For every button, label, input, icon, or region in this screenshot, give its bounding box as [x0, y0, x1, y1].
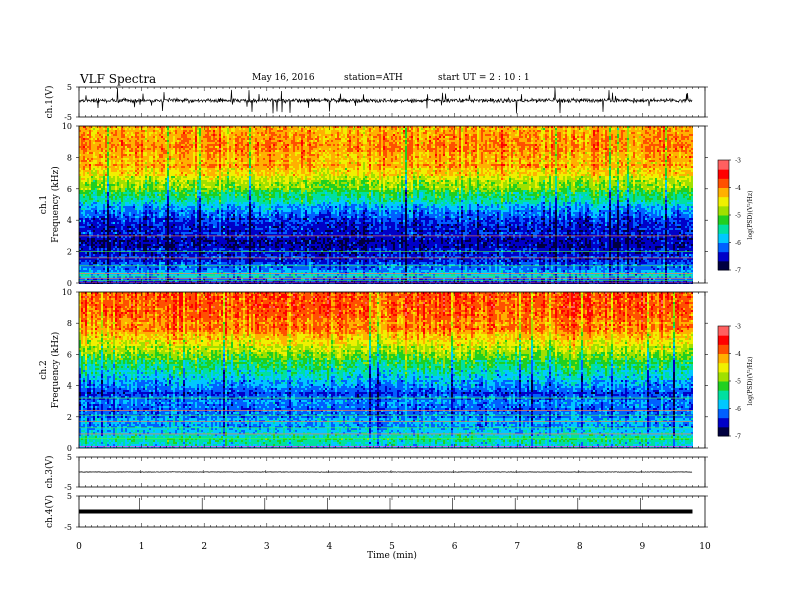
ch2-spectrogram-colorbar-tick-label: -7	[735, 434, 741, 441]
ch3-waveform-trace	[79, 472, 692, 473]
ch3-waveform-ylabel: ch.3(V)	[44, 456, 55, 489]
time-tick-label: 7	[514, 542, 520, 552]
ch3-waveform-ytick-bottom: -5	[64, 483, 72, 492]
ch4-waveform-ytick-bottom: -5	[64, 523, 72, 532]
ch1-spectrogram-colorbar-tick-label: -5	[735, 213, 741, 220]
ch1-spectrogram-colorbar-tick-label: -6	[735, 240, 741, 247]
ch1-spectrogram-image	[79, 126, 693, 284]
ch1-spectrogram-ytick-label: 10	[62, 122, 72, 131]
ch1-spectrogram-colorbar-tick-label: -3	[735, 158, 741, 165]
ch4-waveform-ylabel: ch.4(V)	[44, 495, 55, 528]
ch1-spectrogram-ylabel-channel: ch.1	[39, 195, 49, 214]
ch3-waveform-ytick-top: 5	[67, 453, 72, 462]
ch2-spectrogram-colorbar-tick-label: -4	[735, 351, 741, 358]
time-tick-label: 3	[264, 542, 270, 552]
ch1-spectrogram-ytick-label: 0	[67, 279, 72, 288]
ch1-spectrogram-colorbar-label: log(PSD)(V²/Hz)	[747, 191, 754, 240]
ch2-spectrogram-ytick-label: 2	[67, 413, 72, 422]
ch1-spectrogram-colorbar	[718, 160, 729, 271]
ch1-waveform-ylabel: ch.1(V)	[44, 86, 55, 119]
time-tick-label: 1	[139, 542, 145, 552]
ch2-spectrogram-image	[79, 292, 693, 448]
ch2-spectrogram-ytick-label: 8	[67, 319, 72, 328]
ch2-spectrogram-ytick-label: 0	[67, 444, 72, 453]
ch2-spectrogram-ylabel: Frequency (kHz)	[50, 332, 61, 409]
ch1-spectrogram-ytick-label: 4	[67, 216, 72, 225]
time-tick-label: 9	[640, 542, 646, 552]
ch2-spectrogram-ytick-label: 10	[62, 288, 72, 297]
ch1-spectrogram-ytick-label: 6	[67, 185, 72, 194]
vlf-figure: 5-5ch.1(V)0246810ch.1 Frequency (kHz)-3-4…	[0, 0, 792, 612]
ch1-spectrogram-colorbar-tick-label: -7	[735, 268, 741, 275]
ch2-spectrogram-ytick-label: 6	[67, 350, 72, 359]
ch4-waveform-trace	[79, 510, 692, 514]
time-tick-label: 2	[201, 542, 207, 552]
ch2-spectrogram-ylabel-channel: ch.2	[39, 360, 49, 379]
ch2-spectrogram-colorbar-tick-label: -3	[735, 324, 741, 331]
time-tick-label: 8	[577, 542, 583, 552]
ch1-waveform-trace	[79, 88, 692, 113]
ch2-spectrogram-colorbar-tick-label: -5	[735, 379, 741, 386]
time-tick-label: 0	[76, 542, 82, 552]
ch2-spectrogram-colorbar	[718, 326, 729, 437]
ch1-spectrogram-colorbar-tick-label: -4	[735, 185, 741, 192]
ch2-spectrogram-colorbar-label: log(PSD)(V²/Hz)	[747, 357, 754, 406]
ch2-spectrogram-colorbar-tick-label: -6	[735, 406, 741, 413]
ch1-spectrogram-ytick-label: 8	[67, 153, 72, 162]
time-tick-label: 10	[699, 542, 711, 552]
ch1-spectrogram-ylabel: Frequency (kHz)	[50, 166, 61, 243]
time-tick-label: 4	[327, 542, 333, 552]
ch1-waveform-ytick-bottom: -5	[64, 113, 72, 122]
time-axis-label: Time (min)	[367, 550, 417, 561]
ch1-spectrogram-ytick-label: 2	[67, 248, 72, 257]
ch1-waveform-ytick-top: 5	[67, 83, 72, 92]
ch4-waveform-ytick-top: 5	[67, 492, 72, 501]
time-tick-label: 6	[452, 542, 458, 552]
ch2-spectrogram-ytick-label: 4	[67, 382, 72, 391]
